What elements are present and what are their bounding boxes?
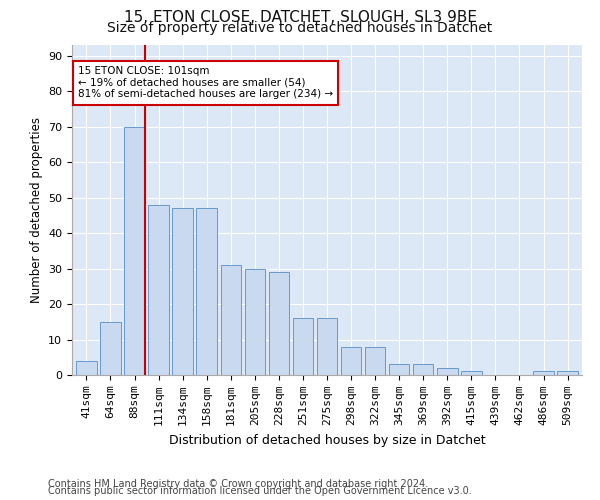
Bar xyxy=(365,346,385,375)
Bar xyxy=(437,368,458,375)
Bar xyxy=(269,272,289,375)
Bar xyxy=(317,318,337,375)
Bar xyxy=(533,372,554,375)
Y-axis label: Number of detached properties: Number of detached properties xyxy=(29,117,43,303)
Bar xyxy=(413,364,433,375)
Bar xyxy=(293,318,313,375)
Bar xyxy=(221,265,241,375)
Text: Contains HM Land Registry data © Crown copyright and database right 2024.: Contains HM Land Registry data © Crown c… xyxy=(48,479,428,489)
Text: Size of property relative to detached houses in Datchet: Size of property relative to detached ho… xyxy=(107,21,493,35)
Bar xyxy=(196,208,217,375)
Bar xyxy=(76,361,97,375)
Bar xyxy=(245,268,265,375)
Bar xyxy=(389,364,409,375)
X-axis label: Distribution of detached houses by size in Datchet: Distribution of detached houses by size … xyxy=(169,434,485,446)
Bar xyxy=(341,346,361,375)
Text: Contains public sector information licensed under the Open Government Licence v3: Contains public sector information licen… xyxy=(48,486,472,496)
Text: 15, ETON CLOSE, DATCHET, SLOUGH, SL3 9BE: 15, ETON CLOSE, DATCHET, SLOUGH, SL3 9BE xyxy=(124,10,476,25)
Bar xyxy=(557,372,578,375)
Bar xyxy=(148,204,169,375)
Bar xyxy=(100,322,121,375)
Bar xyxy=(461,372,482,375)
Bar xyxy=(172,208,193,375)
Bar xyxy=(124,126,145,375)
Text: 15 ETON CLOSE: 101sqm
← 19% of detached houses are smaller (54)
81% of semi-deta: 15 ETON CLOSE: 101sqm ← 19% of detached … xyxy=(78,66,333,100)
